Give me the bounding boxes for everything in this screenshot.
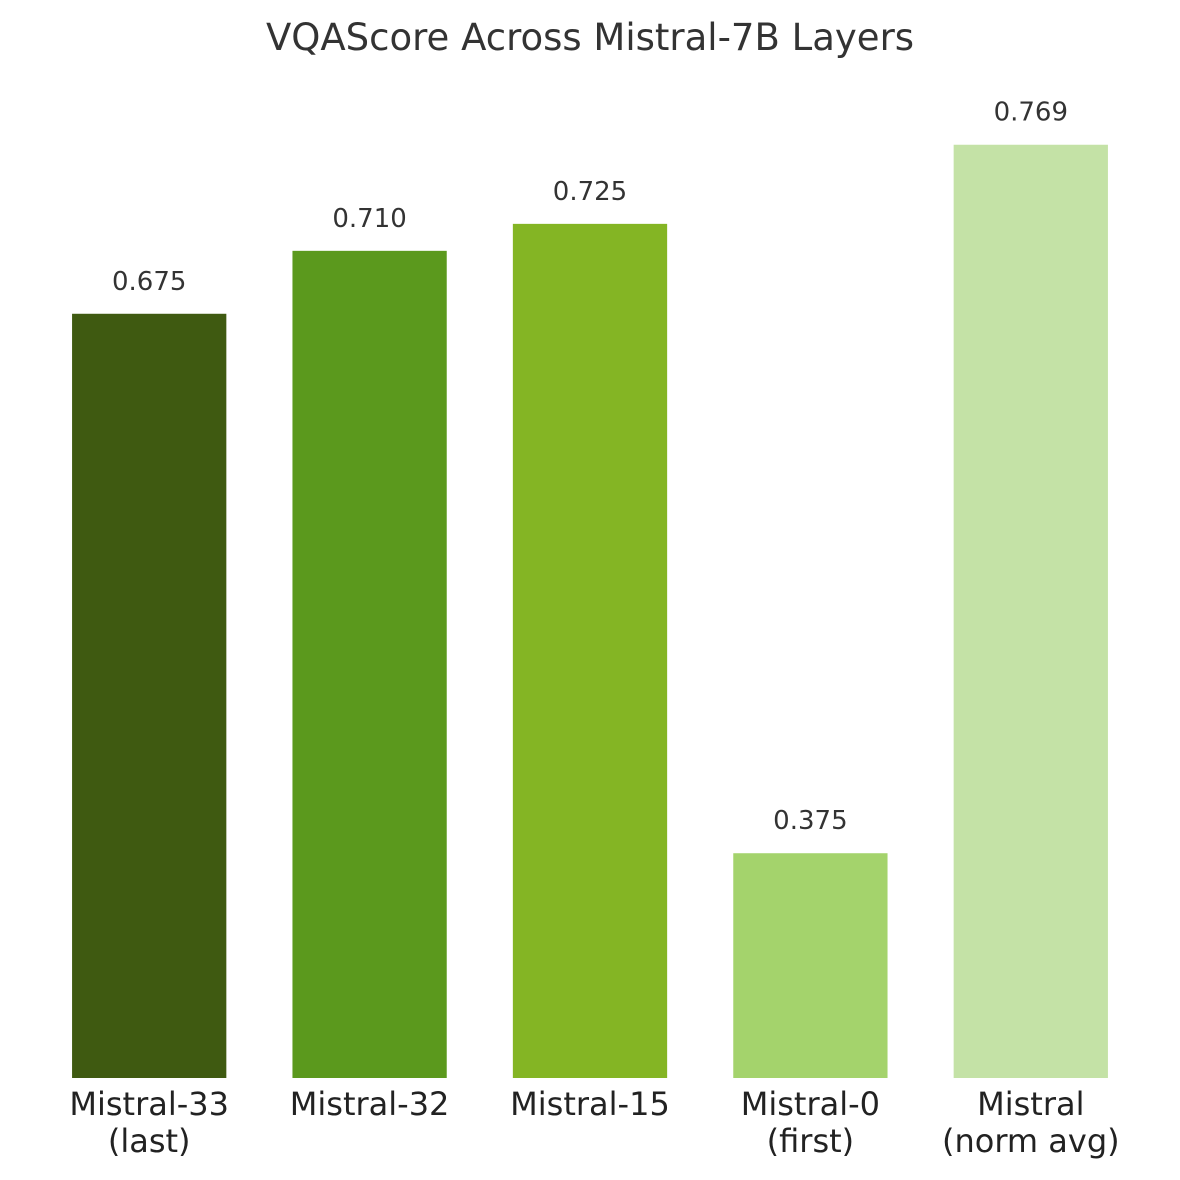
value-label: 0.710 — [332, 204, 406, 234]
x-tick-label: Mistral (norm avg) — [942, 1085, 1120, 1160]
bar — [953, 144, 1108, 1078]
bar — [72, 313, 227, 1079]
value-label: 0.769 — [994, 98, 1068, 128]
value-label: 0.675 — [112, 267, 186, 297]
bar — [292, 250, 447, 1078]
chart-title: VQAScore Across Mistral-7B Layers — [266, 16, 914, 59]
x-tick-label: Mistral-32 — [290, 1085, 450, 1123]
x-tick-label: Mistral-15 — [510, 1085, 670, 1123]
value-label: 0.725 — [553, 177, 627, 207]
x-tick-label: Mistral-33 (last) — [69, 1085, 229, 1160]
x-tick-label: Mistral-0 (first) — [741, 1085, 880, 1160]
bar — [512, 223, 668, 1078]
bar — [733, 853, 888, 1078]
value-label: 0.375 — [773, 806, 847, 836]
